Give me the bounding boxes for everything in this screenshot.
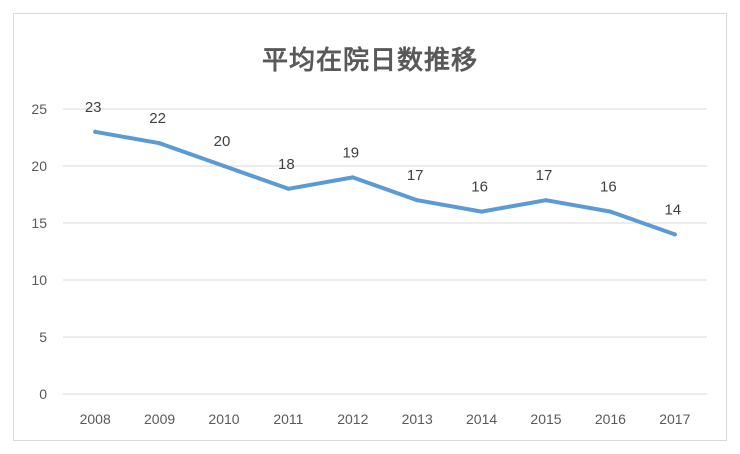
data-labels: 23 22 20 18 19 17 16 17 16 14: [85, 99, 681, 219]
data-point: [93, 129, 98, 134]
y-tick-label: 20: [31, 158, 47, 174]
data-label: 17: [407, 167, 424, 184]
x-tick-label: 2010: [208, 411, 239, 427]
data-label: 18: [278, 156, 295, 173]
x-tick-label: 2015: [530, 411, 561, 427]
data-label: 19: [342, 144, 359, 161]
data-label: 22: [149, 110, 166, 127]
y-tick-label: 10: [31, 272, 47, 288]
data-point: [672, 232, 677, 237]
chart-title: 平均在院日数推移: [261, 46, 478, 76]
data-label: 20: [214, 133, 231, 150]
data-point: [415, 198, 420, 203]
y-tick-label: 0: [39, 386, 47, 402]
data-point: [157, 141, 162, 146]
y-axis-ticks: 0 5 10 15 20 25: [31, 101, 47, 402]
y-tick-label: 25: [31, 101, 47, 117]
data-point: [544, 198, 548, 203]
series-line-0: [93, 129, 677, 237]
x-tick-label: 2008: [80, 411, 111, 427]
data-label: 17: [536, 167, 553, 184]
gridlines: [63, 108, 707, 395]
x-tick-label: 2011: [273, 411, 303, 427]
x-axis-ticks: 2008 2009 2010 2011 2012 2013 2014 2015 2016 2017: [80, 411, 691, 427]
series-layer: [93, 129, 677, 237]
x-tick-label: 2014: [466, 411, 497, 427]
data-point: [286, 186, 291, 191]
y-tick-label: 5: [39, 329, 47, 345]
x-tick-label: 2017: [659, 411, 690, 427]
y-tick-label: 15: [31, 215, 47, 231]
x-tick-label: 2009: [144, 411, 175, 427]
chart-frame: [13, 13, 727, 441]
x-tick-label: 2012: [337, 411, 368, 427]
x-tick-label: 2016: [595, 411, 626, 427]
data-label: 16: [600, 179, 617, 196]
data-label: 14: [664, 201, 681, 218]
data-point: [350, 175, 355, 180]
data-point: [222, 164, 226, 168]
data-point: [608, 209, 613, 214]
data-point: [479, 209, 484, 214]
data-label: 23: [85, 99, 102, 116]
data-label: 16: [471, 179, 488, 196]
x-tick-label: 2013: [402, 411, 433, 427]
